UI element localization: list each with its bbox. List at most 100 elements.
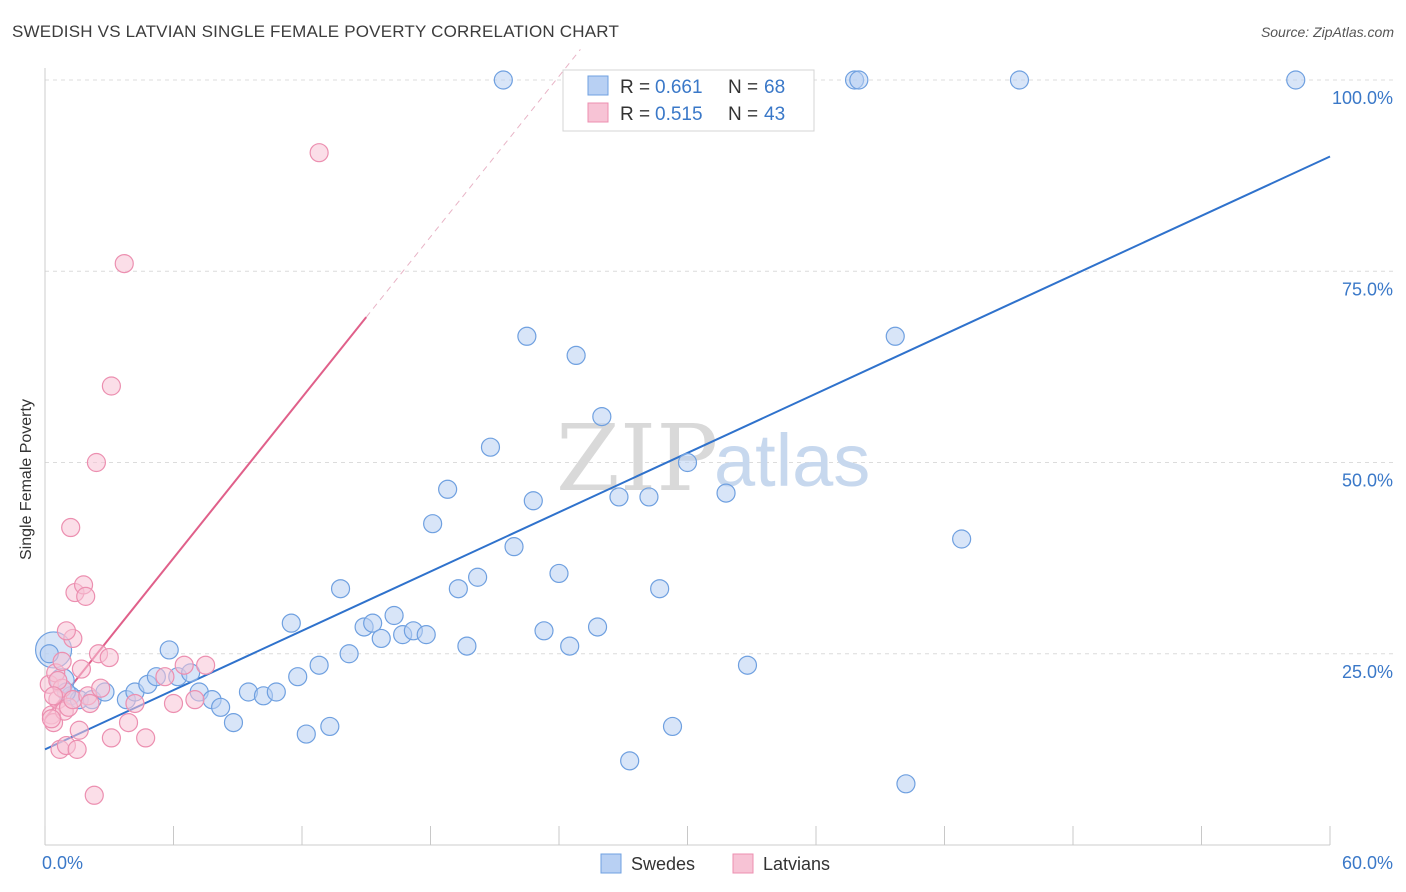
point-swedes bbox=[159, 640, 179, 660]
point-swedes bbox=[716, 483, 736, 503]
point-latvians bbox=[309, 143, 329, 163]
point-latvians bbox=[41, 709, 62, 729]
y-tick-label: 25.0% bbox=[1342, 662, 1393, 682]
point-latvians bbox=[56, 621, 77, 641]
point-swedes bbox=[423, 514, 443, 534]
stats-r-label: R = bbox=[620, 104, 650, 125]
point-swedes bbox=[896, 774, 916, 794]
stats-n-value: 68 bbox=[764, 77, 785, 98]
point-latvians bbox=[69, 720, 89, 740]
point-swedes bbox=[281, 613, 301, 633]
point-latvians bbox=[76, 586, 96, 606]
point-latvians bbox=[99, 647, 119, 668]
stats-r-value: 0.515 bbox=[655, 104, 703, 125]
point-swedes bbox=[620, 751, 640, 771]
point-swedes bbox=[662, 716, 683, 737]
point-swedes bbox=[849, 70, 869, 90]
point-latvians bbox=[196, 655, 216, 675]
point-latvians bbox=[52, 651, 72, 672]
point-swedes bbox=[468, 567, 488, 587]
point-latvians bbox=[174, 655, 194, 675]
point-swedes bbox=[566, 345, 586, 365]
chart-title: SWEDISH VS LATVIAN SINGLE FEMALE POVERTY… bbox=[12, 22, 620, 41]
x-tick-label: 0.0% bbox=[42, 853, 83, 873]
legend-label-latvians: Latvians bbox=[763, 854, 830, 874]
watermark-atlas: atlas bbox=[714, 419, 870, 502]
point-swedes bbox=[330, 579, 351, 599]
point-swedes bbox=[587, 617, 608, 637]
point-swedes bbox=[223, 712, 244, 733]
trend-lines bbox=[44, 49, 1331, 751]
point-latvians bbox=[91, 678, 111, 698]
point-swedes bbox=[1286, 70, 1306, 90]
point-swedes bbox=[448, 579, 468, 599]
point-latvians bbox=[101, 728, 121, 748]
y-tick-label: 100.0% bbox=[1332, 88, 1393, 108]
point-swedes bbox=[523, 491, 543, 511]
point-latvians bbox=[84, 785, 104, 805]
point-swedes bbox=[339, 644, 359, 664]
point-latvians bbox=[163, 693, 184, 714]
bottom-legend: Swedes Latvians bbox=[600, 853, 830, 874]
point-swedes bbox=[737, 655, 758, 675]
point-swedes bbox=[560, 636, 580, 656]
stats-swatch-swedes bbox=[587, 75, 609, 96]
point-swedes bbox=[1009, 70, 1030, 90]
point-swedes bbox=[288, 667, 308, 687]
point-swedes bbox=[309, 655, 329, 675]
point-swedes bbox=[504, 537, 524, 557]
stats-legend: R = 0.661 N = 68 R = 0.515 N = 43 bbox=[562, 69, 815, 132]
point-latvians bbox=[43, 686, 64, 706]
legend-label-swedes: Swedes bbox=[631, 854, 695, 874]
legend-swatch-swedes bbox=[600, 853, 622, 874]
point-swedes bbox=[266, 682, 286, 702]
point-swedes bbox=[320, 716, 340, 737]
point-latvians bbox=[114, 254, 134, 274]
point-latvians bbox=[118, 712, 139, 733]
point-swedes bbox=[211, 697, 231, 717]
point-swedes bbox=[952, 529, 972, 549]
chart-source: Source: ZipAtlas.com bbox=[1260, 24, 1394, 40]
x-tick-label: 60.0% bbox=[1342, 853, 1393, 873]
data-points bbox=[34, 70, 1306, 805]
point-swedes bbox=[457, 636, 477, 656]
point-swedes bbox=[493, 70, 513, 90]
gridlines bbox=[45, 79, 1395, 655]
legend-swatch-latvians bbox=[732, 853, 754, 874]
point-swedes bbox=[363, 613, 383, 633]
point-latvians bbox=[101, 376, 121, 396]
point-swedes bbox=[677, 452, 698, 473]
point-latvians bbox=[71, 659, 92, 679]
point-swedes bbox=[438, 479, 458, 499]
stats-r-label: R = bbox=[620, 77, 650, 98]
point-swedes bbox=[534, 621, 554, 641]
point-swedes bbox=[650, 579, 670, 599]
point-swedes bbox=[384, 605, 404, 626]
point-swedes bbox=[592, 407, 612, 427]
point-latvians bbox=[125, 693, 145, 714]
stats-r-value: 0.661 bbox=[655, 77, 703, 98]
point-latvians bbox=[67, 739, 87, 759]
y-tick-label: 50.0% bbox=[1342, 471, 1393, 491]
stats-n-value: 43 bbox=[764, 104, 785, 125]
stats-n-label: N = bbox=[728, 77, 758, 98]
point-latvians bbox=[185, 690, 205, 710]
trend-extension-latvians bbox=[365, 49, 581, 318]
stats-n-label: N = bbox=[728, 104, 758, 125]
point-latvians bbox=[80, 693, 100, 714]
point-latvians bbox=[136, 728, 156, 748]
point-latvians bbox=[61, 517, 81, 538]
point-swedes bbox=[549, 563, 569, 584]
point-swedes bbox=[416, 625, 436, 645]
point-swedes bbox=[517, 326, 537, 346]
stats-swatch-latvians bbox=[587, 102, 609, 123]
tick-labels: 25.0% 50.0% 75.0% 100.0% 0.0% 60.0% bbox=[42, 88, 1393, 873]
point-swedes bbox=[609, 487, 629, 507]
point-swedes bbox=[296, 724, 316, 744]
point-swedes bbox=[885, 326, 905, 346]
point-swedes bbox=[371, 628, 391, 649]
y-tick-label: 75.0% bbox=[1342, 279, 1393, 299]
point-swedes bbox=[480, 437, 501, 457]
point-latvians bbox=[86, 452, 107, 473]
